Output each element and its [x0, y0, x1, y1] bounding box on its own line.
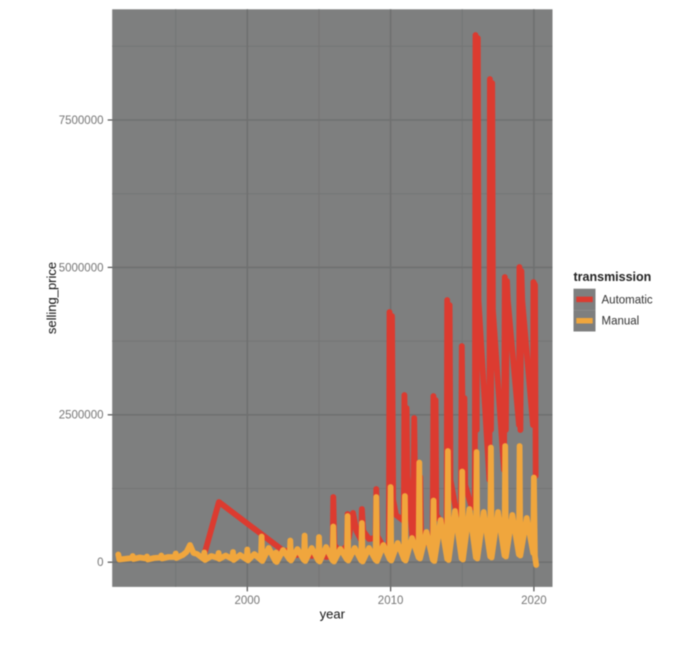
- svg-text:2500000: 2500000: [59, 410, 104, 422]
- svg-text:Manual: Manual: [602, 316, 640, 328]
- svg-text:Automatic: Automatic: [602, 294, 653, 306]
- svg-text:transmission: transmission: [574, 270, 652, 284]
- svg-text:2010: 2010: [378, 595, 404, 607]
- svg-text:2020: 2020: [521, 595, 547, 607]
- svg-text:5000000: 5000000: [59, 262, 104, 274]
- svg-text:selling_price: selling_price: [44, 262, 59, 334]
- svg-text:7500000: 7500000: [59, 115, 104, 127]
- svg-text:year: year: [320, 607, 346, 622]
- svg-text:0: 0: [97, 557, 103, 569]
- svg-text:2000: 2000: [235, 595, 261, 607]
